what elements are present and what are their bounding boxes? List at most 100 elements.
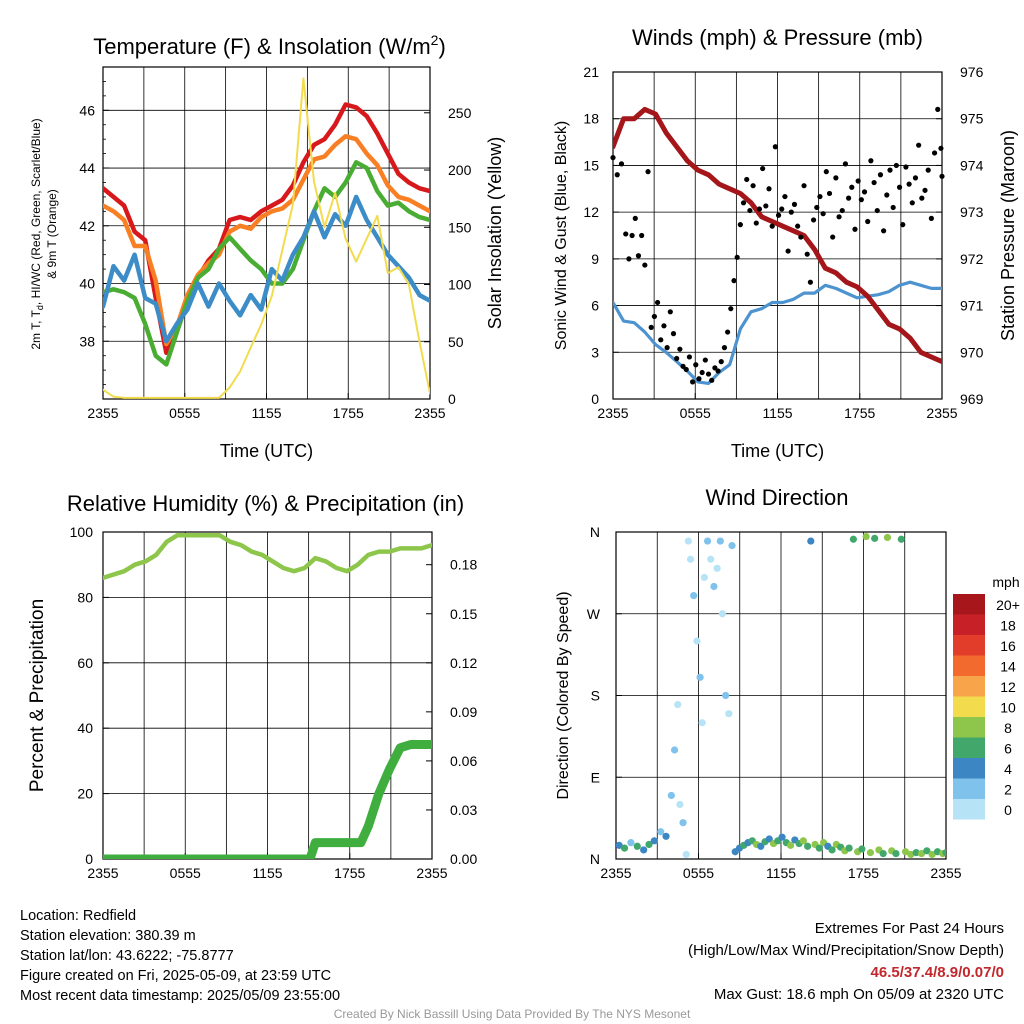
direction-point-18 bbox=[693, 637, 701, 645]
gust-point-83 bbox=[877, 172, 884, 178]
gust-point-82 bbox=[874, 207, 880, 214]
y-tick-label-0-4: 46 bbox=[79, 102, 95, 118]
legend-label-7: 6 bbox=[1004, 741, 1012, 757]
chart-title-0: Temperature (F) & Insolation (W/m2) bbox=[93, 32, 446, 59]
chart-title-3: Wind Direction bbox=[705, 485, 848, 510]
station-location: Location: Redfield bbox=[20, 908, 137, 924]
gust-point-25 bbox=[693, 362, 699, 368]
gust-point-86 bbox=[887, 167, 893, 173]
y-tick-label-2-0: 0 bbox=[85, 851, 93, 867]
gust-point-54 bbox=[785, 248, 791, 254]
gust-point-40 bbox=[740, 200, 747, 206]
gust-point-46 bbox=[760, 165, 766, 172]
gust-point-68 bbox=[830, 234, 836, 240]
direction-point-3 bbox=[633, 842, 641, 850]
legend-label-2: 16 bbox=[1000, 638, 1016, 654]
y-tick-label-2-2: 40 bbox=[77, 720, 93, 736]
y2-tick-label-1-1: 970 bbox=[960, 344, 984, 360]
gust-point-51 bbox=[775, 212, 782, 218]
gust-point-27 bbox=[699, 369, 705, 376]
y2-tick-label-1-3: 972 bbox=[960, 251, 984, 267]
gust-point-23 bbox=[686, 354, 693, 360]
gust-point-44 bbox=[753, 220, 759, 226]
direction-point-13 bbox=[679, 819, 687, 827]
x-tick-label-3-0: 2355 bbox=[600, 865, 631, 881]
series-line-0-2 bbox=[103, 160, 430, 367]
direction-point-70 bbox=[897, 535, 905, 543]
x-axis-label-1: Time (UTC) bbox=[731, 441, 824, 461]
x-tick-label-2-2: 1155 bbox=[252, 865, 282, 881]
y2-axis-label-0: Solar Insolation (Yellow) bbox=[485, 137, 505, 329]
gust-point-66 bbox=[823, 169, 829, 175]
gust-point-99 bbox=[928, 215, 934, 221]
y2-tick-label-0-1: 50 bbox=[448, 334, 464, 350]
x-tick-label-2-4: 2355 bbox=[416, 865, 447, 881]
gust-point-57 bbox=[795, 223, 801, 229]
figure-created: Figure created on Fri, 2025-05-09, at 23… bbox=[20, 968, 332, 984]
direction-point-5 bbox=[645, 840, 653, 849]
gust-point-45 bbox=[756, 206, 763, 212]
direction-point-58 bbox=[845, 844, 853, 852]
gust-point-7 bbox=[635, 253, 642, 259]
x-tick-label-0-2: 1155 bbox=[251, 405, 281, 421]
direction-point-59 bbox=[849, 535, 857, 543]
gust-point-67 bbox=[826, 190, 833, 197]
legend-swatch-3 bbox=[953, 655, 985, 676]
legend-swatch-1 bbox=[953, 614, 985, 635]
gust-point-13 bbox=[654, 299, 661, 306]
direction-point-42 bbox=[778, 833, 786, 841]
y-tick-label-3-4: N bbox=[590, 524, 600, 540]
gust-point-10 bbox=[645, 169, 651, 175]
x-tick-label-1-1: 0555 bbox=[680, 405, 711, 421]
y2-tick-label-1-5: 974 bbox=[960, 157, 984, 173]
direction-point-22 bbox=[703, 537, 712, 545]
gust-point-90 bbox=[900, 222, 906, 228]
x-tick-label-2-1: 0555 bbox=[170, 865, 201, 881]
chart-title-1: Winds (mph) & Pressure (mb) bbox=[632, 25, 923, 50]
y2-tick-label-0-4: 200 bbox=[448, 162, 472, 178]
x-tick-label-0-0: 2355 bbox=[87, 405, 118, 421]
direction-point-48 bbox=[804, 842, 812, 850]
x-tick-label-3-4: 2355 bbox=[930, 865, 961, 881]
y-tick-label-0-2: 42 bbox=[79, 218, 95, 234]
gust-point-55 bbox=[788, 209, 794, 215]
station-latlon: Station lat/lon: 43.6222; -75.8777 bbox=[20, 948, 234, 964]
direction-point-76 bbox=[928, 850, 936, 859]
y2-axis-label-1: Station Pressure (Maroon) bbox=[998, 130, 1018, 341]
y-axis-label-0-line2: & 9m T (Orange) bbox=[45, 189, 59, 279]
gust-point-3 bbox=[623, 231, 629, 237]
direction-point-47 bbox=[799, 837, 807, 845]
series-line-0-3 bbox=[103, 194, 430, 344]
x-tick-label-0-4: 2355 bbox=[414, 405, 445, 421]
y2-tick-label-1-2: 971 bbox=[960, 298, 984, 314]
gust-point-80 bbox=[868, 158, 874, 164]
y-tick-label-3-3: W bbox=[587, 606, 601, 622]
gust-point-11 bbox=[648, 324, 654, 330]
direction-point-26 bbox=[716, 537, 724, 545]
direction-point-73 bbox=[912, 849, 920, 857]
direction-point-8 bbox=[662, 832, 670, 840]
y-tick-label-0-1: 40 bbox=[79, 276, 95, 292]
gust-point-9 bbox=[642, 262, 648, 268]
direction-point-29 bbox=[725, 710, 733, 718]
gust-point-37 bbox=[731, 278, 737, 284]
gust-point-101 bbox=[935, 106, 941, 112]
gust-point-36 bbox=[728, 306, 734, 312]
gust-point-92 bbox=[906, 181, 912, 187]
gust-point-19 bbox=[674, 355, 680, 362]
gust-point-47 bbox=[763, 203, 769, 209]
direction-point-71 bbox=[901, 848, 910, 856]
gust-point-24 bbox=[689, 379, 696, 385]
y-tick-label-2-3: 60 bbox=[77, 655, 93, 671]
direction-point-61 bbox=[858, 845, 866, 853]
y2-tick-label-2-2: 0.06 bbox=[450, 753, 477, 769]
gust-point-41 bbox=[744, 176, 750, 183]
y-tick-label-2-4: 80 bbox=[77, 589, 93, 605]
direction-point-17 bbox=[690, 591, 698, 600]
y2-tick-label-2-6: 0.18 bbox=[450, 557, 477, 573]
x-tick-label-1-0: 2355 bbox=[597, 405, 628, 421]
gust-point-85 bbox=[884, 192, 890, 198]
direction-point-16 bbox=[686, 555, 695, 563]
gust-point-6 bbox=[632, 215, 638, 221]
